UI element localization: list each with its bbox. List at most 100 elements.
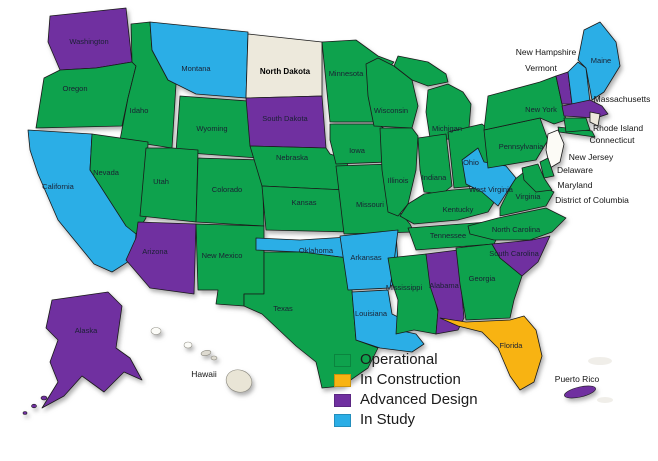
label-id: Idaho	[130, 106, 149, 115]
legend-item-in_study: In Study	[334, 412, 478, 428]
state-fl	[439, 315, 543, 391]
label-nd: North Dakota	[260, 67, 311, 76]
label-pa: Pennsylvania	[499, 142, 544, 151]
legend-swatch-in_study	[334, 413, 351, 427]
label-al: Alabama	[429, 281, 459, 290]
label-ne: Nebraska	[276, 153, 309, 162]
label-tx: Texas	[273, 304, 293, 313]
label-in: Indiana	[422, 173, 447, 182]
state-hi-island	[183, 341, 193, 349]
label-pr: Puerto Rico	[555, 374, 600, 384]
state-ak-island	[22, 411, 28, 415]
label-va: Virginia	[516, 192, 542, 201]
state-me	[577, 21, 621, 101]
label-ks: Kansas	[291, 198, 316, 207]
label-vt: Vermont	[525, 63, 557, 73]
state-az	[125, 221, 197, 295]
label-mt: Montana	[181, 64, 211, 73]
state-hi-island	[200, 350, 212, 356]
legend-swatch-in_construction	[334, 373, 351, 387]
state-ut	[139, 147, 199, 223]
label-dc: District of Columbia	[555, 195, 629, 205]
state-wv	[461, 147, 517, 207]
state-nv	[89, 133, 149, 235]
state-nh	[567, 61, 591, 105]
label-ia: Iowa	[349, 146, 366, 155]
label-wy: Wyoming	[196, 124, 227, 133]
label-nv: Nevada	[93, 168, 120, 177]
state-in	[417, 133, 453, 195]
legend-item-in_construction: In Construction	[334, 372, 478, 388]
label-tn: Tennessee	[430, 231, 466, 240]
label-wa: Washington	[69, 37, 108, 46]
legend-swatch-operational	[334, 353, 351, 367]
label-fl: Florida	[500, 341, 524, 350]
state-or	[35, 61, 137, 129]
legend-label-advanced_design: Advanced Design	[360, 391, 478, 408]
label-ar: Arkansas	[350, 253, 382, 262]
label-wv: West Virginia	[469, 185, 514, 194]
state-ct	[563, 117, 591, 133]
label-or: Oregon	[62, 84, 87, 93]
label-ca: California	[42, 182, 75, 191]
label-ny: New York	[525, 105, 557, 114]
label-ok: Oklahoma	[299, 246, 334, 255]
state-hi-island	[210, 355, 218, 361]
label-ms: Mississippi	[386, 283, 423, 292]
label-oh: Ohio	[463, 158, 479, 167]
label-la: Louisiana	[355, 309, 388, 318]
label-mn: Minnesota	[329, 69, 364, 78]
state-md	[521, 163, 553, 193]
label-ut: Utah	[153, 177, 169, 186]
state-ks	[261, 185, 351, 233]
label-hi: Hawaii	[191, 369, 217, 379]
label-ky: Kentucky	[443, 205, 474, 214]
legend: Operational In Construction Advanced Desig…	[334, 352, 478, 428]
state-ak	[41, 291, 143, 409]
ghost-island	[588, 357, 612, 365]
label-il: Illinois	[388, 176, 409, 185]
state-de	[539, 157, 555, 179]
label-mo: Missouri	[356, 200, 384, 209]
state-ak-island	[31, 403, 37, 409]
label-me: Maine	[591, 56, 611, 65]
label-wi: Wisconsin	[374, 106, 408, 115]
state-wi	[365, 57, 419, 129]
label-nc: North Carolina	[492, 225, 541, 234]
state-nj	[545, 129, 565, 169]
state-hi-island	[225, 369, 253, 393]
label-mi: Michigan	[432, 124, 462, 133]
legend-label-operational: Operational	[360, 351, 438, 368]
state-hi-island	[150, 327, 162, 335]
label-nm: New Mexico	[202, 251, 243, 260]
state-la	[351, 289, 425, 353]
state-ri	[589, 111, 601, 127]
legend-label-in_construction: In Construction	[360, 371, 461, 388]
label-md: Maryland	[558, 180, 593, 190]
state-nd	[245, 33, 323, 99]
label-nh: New Hampshire	[516, 47, 577, 57]
label-sd: South Dakota	[262, 114, 308, 123]
label-co: Colorado	[212, 185, 242, 194]
state-sc	[491, 235, 551, 277]
state-nc	[467, 207, 567, 241]
label-ri: Rhode Island	[593, 123, 643, 133]
state-mi	[393, 55, 449, 87]
legend-item-advanced_design: Advanced Design	[334, 392, 478, 408]
label-ak: Alaska	[75, 326, 98, 335]
label-sc: South Carolina	[489, 249, 539, 258]
map-labels-group: Washington Oregon California Idaho Nevada Mon…	[42, 37, 650, 403]
legend-label-in_study: In Study	[360, 411, 416, 428]
state-ak-island	[40, 395, 48, 401]
label-ct: Connecticut	[590, 135, 636, 145]
legend-item-operational: Operational	[334, 352, 478, 368]
label-az: Arizona	[142, 247, 168, 256]
label-nj: New Jersey	[569, 152, 614, 162]
label-ga: Georgia	[469, 274, 497, 283]
label-de: Delaware	[557, 165, 593, 175]
map-shapes-group	[22, 7, 621, 415]
state-pr-island	[564, 385, 596, 399]
legend-swatch-advanced_design	[334, 393, 351, 407]
